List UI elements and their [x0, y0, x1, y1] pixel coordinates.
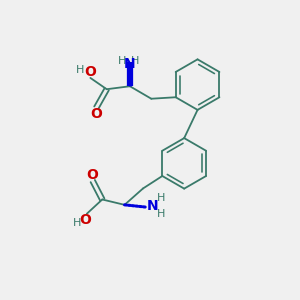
Text: H: H: [157, 193, 165, 203]
Text: O: O: [80, 213, 91, 227]
Text: O: O: [90, 106, 102, 121]
Text: O: O: [86, 168, 98, 182]
Text: O: O: [84, 65, 96, 79]
Text: H: H: [73, 218, 82, 228]
Text: N: N: [124, 57, 136, 71]
Text: H: H: [117, 56, 126, 66]
Text: H: H: [76, 64, 84, 75]
Text: N: N: [147, 199, 159, 213]
Text: H: H: [157, 209, 165, 219]
Text: H: H: [131, 56, 140, 66]
